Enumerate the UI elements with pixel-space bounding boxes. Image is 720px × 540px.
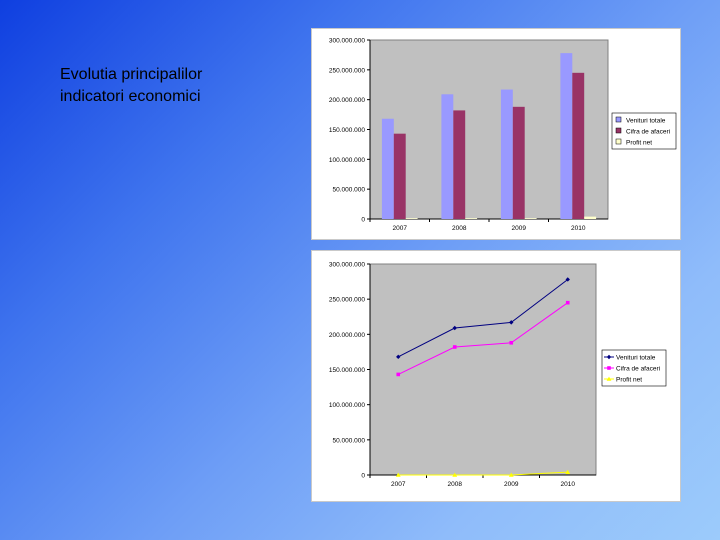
bar-cifra-de-afaceri xyxy=(512,106,525,219)
legend-marker xyxy=(606,376,612,381)
legend-label: Venituri totale xyxy=(616,355,656,362)
bar-cifra-de-afaceri xyxy=(572,72,585,219)
legend-swatch xyxy=(615,116,622,123)
y-tick-label: 0 xyxy=(361,473,365,480)
data-point xyxy=(565,300,570,305)
y-tick-label: 0 xyxy=(361,217,365,224)
x-tick-label: 2010 xyxy=(561,481,576,488)
bar-profit-net xyxy=(465,218,478,219)
legend-label: Cifra de afaceri xyxy=(626,129,670,136)
series-line-cifra-de-afaceri xyxy=(398,302,569,375)
bar-profit-net xyxy=(584,216,597,219)
legend-label: Profit net xyxy=(616,377,642,384)
slide-title-line-1: Evolutia principalilor xyxy=(60,66,203,83)
y-tick-label: 250.000.000 xyxy=(329,67,366,74)
data-point xyxy=(396,372,401,377)
x-tick-label: 2010 xyxy=(571,225,586,232)
slide-title-line-2: indicatori economici xyxy=(60,88,201,105)
y-tick-label: 150.000.000 xyxy=(329,127,366,134)
series-line-profit-net xyxy=(398,471,568,476)
data-point xyxy=(395,472,401,477)
y-tick-label: 300.000.000 xyxy=(329,262,366,269)
bar-cifra-de-afaceri xyxy=(393,133,406,219)
y-tick-label: 100.000.000 xyxy=(329,402,366,409)
legend-label: Cifra de afaceri xyxy=(616,366,660,373)
bar-profit-net xyxy=(405,218,418,219)
x-tick-label: 2007 xyxy=(393,225,408,232)
line-chart-svg: 0 50.000.000 100.000.000 150.000.000 200.000… xyxy=(329,262,667,488)
data-point xyxy=(396,354,401,360)
y-tick-label: 100.000.000 xyxy=(329,157,366,164)
legend-swatch xyxy=(615,127,622,134)
data-point xyxy=(509,340,514,345)
data-point xyxy=(565,469,571,474)
x-tick-label: 2009 xyxy=(512,225,527,232)
bar-cifra-de-afaceri xyxy=(453,110,466,219)
x-tick-label: 2008 xyxy=(452,225,467,232)
legend-box xyxy=(611,112,677,150)
y-tick-label: 150.000.000 xyxy=(329,367,366,374)
data-point xyxy=(508,472,514,477)
bar-venituri-totale xyxy=(441,94,454,219)
y-tick-label: 250.000.000 xyxy=(329,297,366,304)
legend-label: Profit net xyxy=(626,140,652,147)
legend-label: Venituri totale xyxy=(626,118,666,125)
y-tick-label: 50.000.000 xyxy=(332,437,365,444)
x-tick-label: 2008 xyxy=(448,481,463,488)
line-chart: 0 50.000.000 100.000.000 150.000.000 200.000… xyxy=(311,250,681,502)
plot-area xyxy=(369,263,597,476)
x-tick-label: 2007 xyxy=(391,481,406,488)
data-point xyxy=(452,345,457,349)
bar-chart: 0 50.000.000 100.000.000 150.000.000 200.000… xyxy=(311,28,681,240)
y-tick-label: 300.000.000 xyxy=(329,38,366,45)
slide-title: Evolutia principalilor indicatori econom… xyxy=(60,64,300,108)
y-tick-label: 50.000.000 xyxy=(332,187,365,194)
legend-marker xyxy=(607,366,611,370)
data-point xyxy=(452,472,458,477)
bar-profit-net xyxy=(524,218,537,219)
legend-swatch xyxy=(615,138,622,145)
y-tick-label: 200.000.000 xyxy=(329,332,366,339)
data-point xyxy=(452,325,457,331)
legend-marker xyxy=(606,354,612,360)
x-tick-label: 2009 xyxy=(504,481,519,488)
bar-venituri-totale xyxy=(381,118,394,219)
bar-venituri-totale xyxy=(500,89,513,219)
data-point xyxy=(509,320,514,325)
data-point xyxy=(565,277,570,282)
series-line-venituri-totale xyxy=(398,279,569,358)
bar-venituri-totale xyxy=(560,53,573,220)
bar-chart-svg: 0 50.000.000 100.000.000 150.000.000 200.000… xyxy=(329,38,677,232)
y-tick-label: 200.000.000 xyxy=(329,97,366,104)
